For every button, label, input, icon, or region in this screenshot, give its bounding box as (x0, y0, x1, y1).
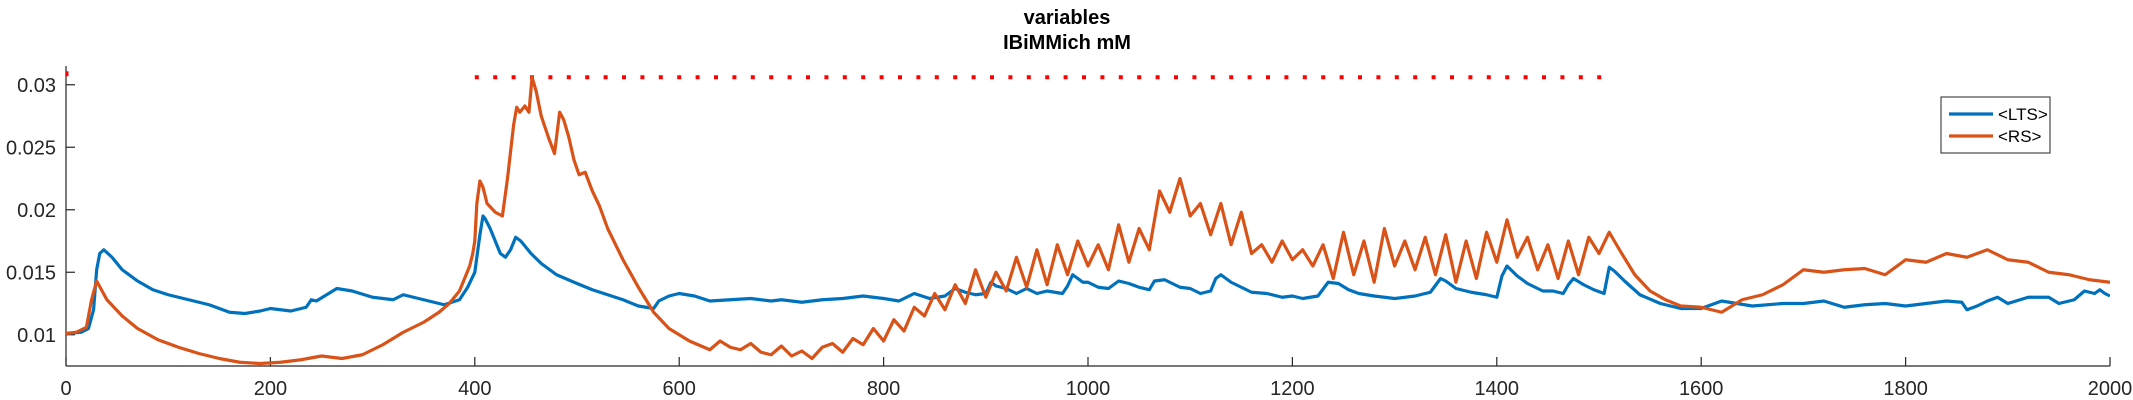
series-line-lts (66, 214, 2110, 336)
legend: <LTS> <RS> (1940, 96, 2051, 154)
y-tick-label: 0.02 (17, 200, 56, 222)
x-tick-label: 1600 (1679, 378, 1724, 400)
y-tick-label: 0.025 (6, 137, 56, 159)
chart-subtitle: IBiMMich mM (1003, 32, 1131, 54)
legend-box (1940, 96, 2051, 154)
y-tick-label: 0.01 (17, 325, 56, 347)
axes: 0 200 400 600 800 1000 1200 1400 1600 1800 2000 0.0… (6, 66, 2132, 400)
series-line-rs (66, 75, 2110, 366)
x-tick-label: 1200 (1270, 378, 1315, 400)
x-tick-label: 200 (254, 378, 287, 400)
marker-tick (66, 71, 69, 77)
x-tick-label: 0 (60, 378, 71, 400)
x-tick-label: 600 (663, 378, 696, 400)
x-tick-label: 400 (458, 378, 491, 400)
x-tick-label: 800 (867, 378, 900, 400)
x-tick-label: 1000 (1066, 378, 1111, 400)
chart-title: variables (1024, 7, 1111, 29)
legend-label-rs: <RS> (1998, 127, 2042, 146)
y-tick-label: 0.015 (6, 262, 56, 284)
x-tick-label: 1400 (1475, 378, 1520, 400)
x-tick-label: 2000 (2088, 378, 2133, 400)
plot-area (66, 71, 2110, 366)
legend-label-lts: <LTS> (1998, 105, 2048, 124)
x-tick-label: 1800 (1883, 378, 1928, 400)
y-tick-label: 0.03 (17, 75, 56, 97)
